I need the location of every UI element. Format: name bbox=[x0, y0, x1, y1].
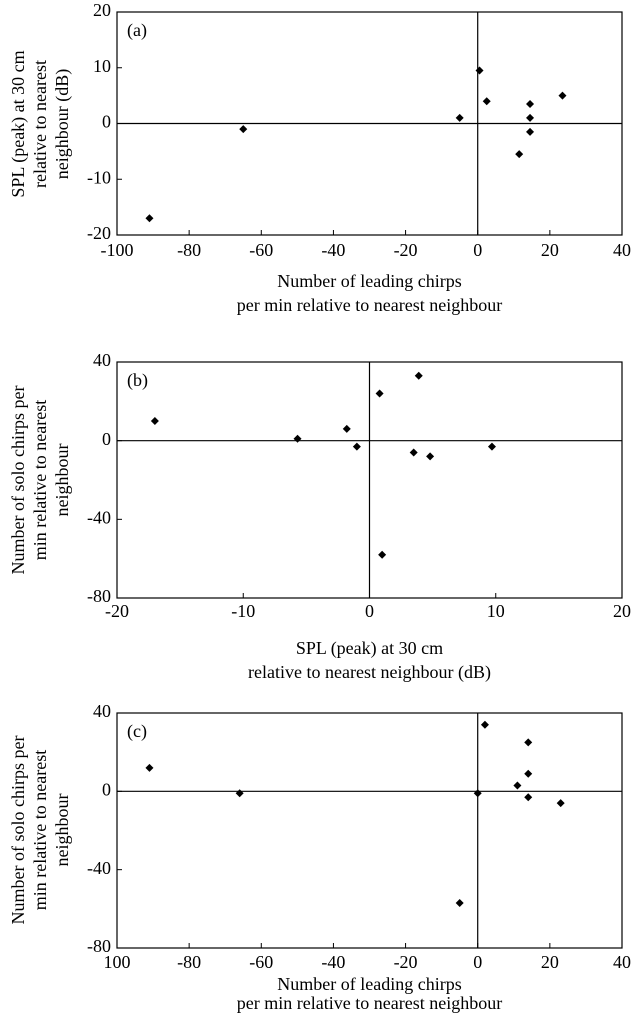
scatter-point bbox=[526, 99, 535, 108]
y-tick-label: 20 bbox=[93, 0, 111, 20]
y-tick-label: -40 bbox=[87, 858, 111, 878]
y-tick-label: 0 bbox=[102, 779, 111, 799]
x-axis-label: per min relative to nearest neighbour bbox=[237, 993, 502, 1013]
x-tick-label: -40 bbox=[321, 952, 345, 972]
scatter-point bbox=[526, 127, 535, 136]
x-tick-label: 20 bbox=[541, 952, 559, 972]
x-tick-label: -100 bbox=[101, 240, 134, 260]
y-axis-label: neighbour bbox=[52, 794, 72, 867]
scatter-point bbox=[558, 91, 567, 100]
scatter-point bbox=[378, 550, 387, 559]
x-tick-label: -10 bbox=[231, 601, 255, 621]
scatter-point bbox=[455, 898, 464, 907]
scatter-point bbox=[293, 434, 302, 443]
panel-label: (b) bbox=[127, 370, 148, 391]
scatter-point bbox=[515, 150, 524, 159]
plot-frame bbox=[116, 712, 623, 949]
scatter-point bbox=[145, 214, 154, 223]
x-tick-label: -60 bbox=[249, 952, 273, 972]
scatter-point bbox=[375, 389, 384, 398]
scatter-point bbox=[426, 452, 435, 461]
scatter-point bbox=[524, 738, 533, 747]
y-axis-label: relative to nearest bbox=[30, 60, 50, 188]
y-axis-label: Number of solo chirps per bbox=[8, 386, 28, 575]
x-axis-label: Number of leading chirps bbox=[277, 271, 461, 291]
x-tick-label: 20 bbox=[541, 240, 559, 260]
x-tick-label: -20 bbox=[394, 952, 418, 972]
x-axis-label: Number of leading chirps bbox=[277, 974, 461, 994]
y-tick-label: 0 bbox=[102, 112, 111, 132]
scatter-point bbox=[556, 799, 565, 808]
panel-label: (c) bbox=[127, 721, 147, 742]
x-tick-label: -20 bbox=[105, 601, 129, 621]
panel-label: (a) bbox=[127, 20, 147, 41]
x-tick-label: 0 bbox=[365, 601, 374, 621]
x-tick-label: 20 bbox=[613, 601, 631, 621]
y-tick-label: -40 bbox=[87, 507, 111, 527]
y-axis-label: Number of solo chirps per bbox=[8, 736, 28, 925]
y-tick-label: 10 bbox=[93, 56, 111, 76]
y-tick-label: -20 bbox=[87, 223, 111, 243]
scatter-point bbox=[487, 442, 496, 451]
x-tick-label: 40 bbox=[613, 240, 631, 260]
y-axis-label: SPL (peak) at 30 cm bbox=[8, 50, 29, 197]
y-axis-label: neighbour bbox=[52, 444, 72, 517]
scatter-point bbox=[352, 442, 361, 451]
x-tick-label: -80 bbox=[177, 952, 201, 972]
scatter-point bbox=[235, 789, 244, 798]
x-tick-label: 0 bbox=[473, 240, 482, 260]
scatter-point bbox=[145, 763, 154, 772]
scatter-point bbox=[239, 125, 248, 134]
scatter-point bbox=[414, 371, 423, 380]
scatter-point bbox=[342, 424, 351, 433]
y-axis-label: min relative to nearest bbox=[30, 400, 50, 560]
y-axis-label: neighbour (dB) bbox=[52, 69, 73, 179]
x-tick-label: 40 bbox=[613, 952, 631, 972]
y-tick-label: 40 bbox=[93, 701, 111, 721]
x-tick-label: 10 bbox=[487, 601, 505, 621]
x-tick-label: -40 bbox=[321, 240, 345, 260]
scatter-point bbox=[526, 113, 535, 122]
scatter-point bbox=[473, 789, 482, 798]
y-tick-label: 40 bbox=[93, 350, 111, 370]
y-tick-label: 0 bbox=[102, 429, 111, 449]
x-tick-label: -20 bbox=[394, 240, 418, 260]
x-axis-label: SPL (peak) at 30 cm bbox=[296, 638, 443, 659]
x-axis-label: relative to nearest neighbour (dB) bbox=[248, 662, 491, 683]
x-tick-label: -60 bbox=[249, 240, 273, 260]
x-tick-label: 100 bbox=[104, 952, 131, 972]
y-tick-label: -80 bbox=[87, 936, 111, 956]
x-tick-label: -80 bbox=[177, 240, 201, 260]
x-tick-label: 0 bbox=[473, 952, 482, 972]
scatter-point bbox=[524, 769, 533, 778]
scatter-point bbox=[513, 781, 522, 790]
scatter-point bbox=[524, 793, 533, 802]
scatter-point bbox=[475, 66, 484, 75]
y-tick-label: -10 bbox=[87, 167, 111, 187]
scatter-point bbox=[480, 720, 489, 729]
scatter-point bbox=[455, 113, 464, 122]
scatter-point bbox=[409, 448, 418, 457]
scatter-point bbox=[150, 417, 159, 425]
y-axis-label: min relative to nearest bbox=[30, 750, 50, 910]
scatter-point bbox=[482, 97, 491, 106]
y-tick-label: -80 bbox=[87, 586, 111, 606]
x-axis-label: per min relative to nearest neighbour bbox=[237, 295, 502, 315]
